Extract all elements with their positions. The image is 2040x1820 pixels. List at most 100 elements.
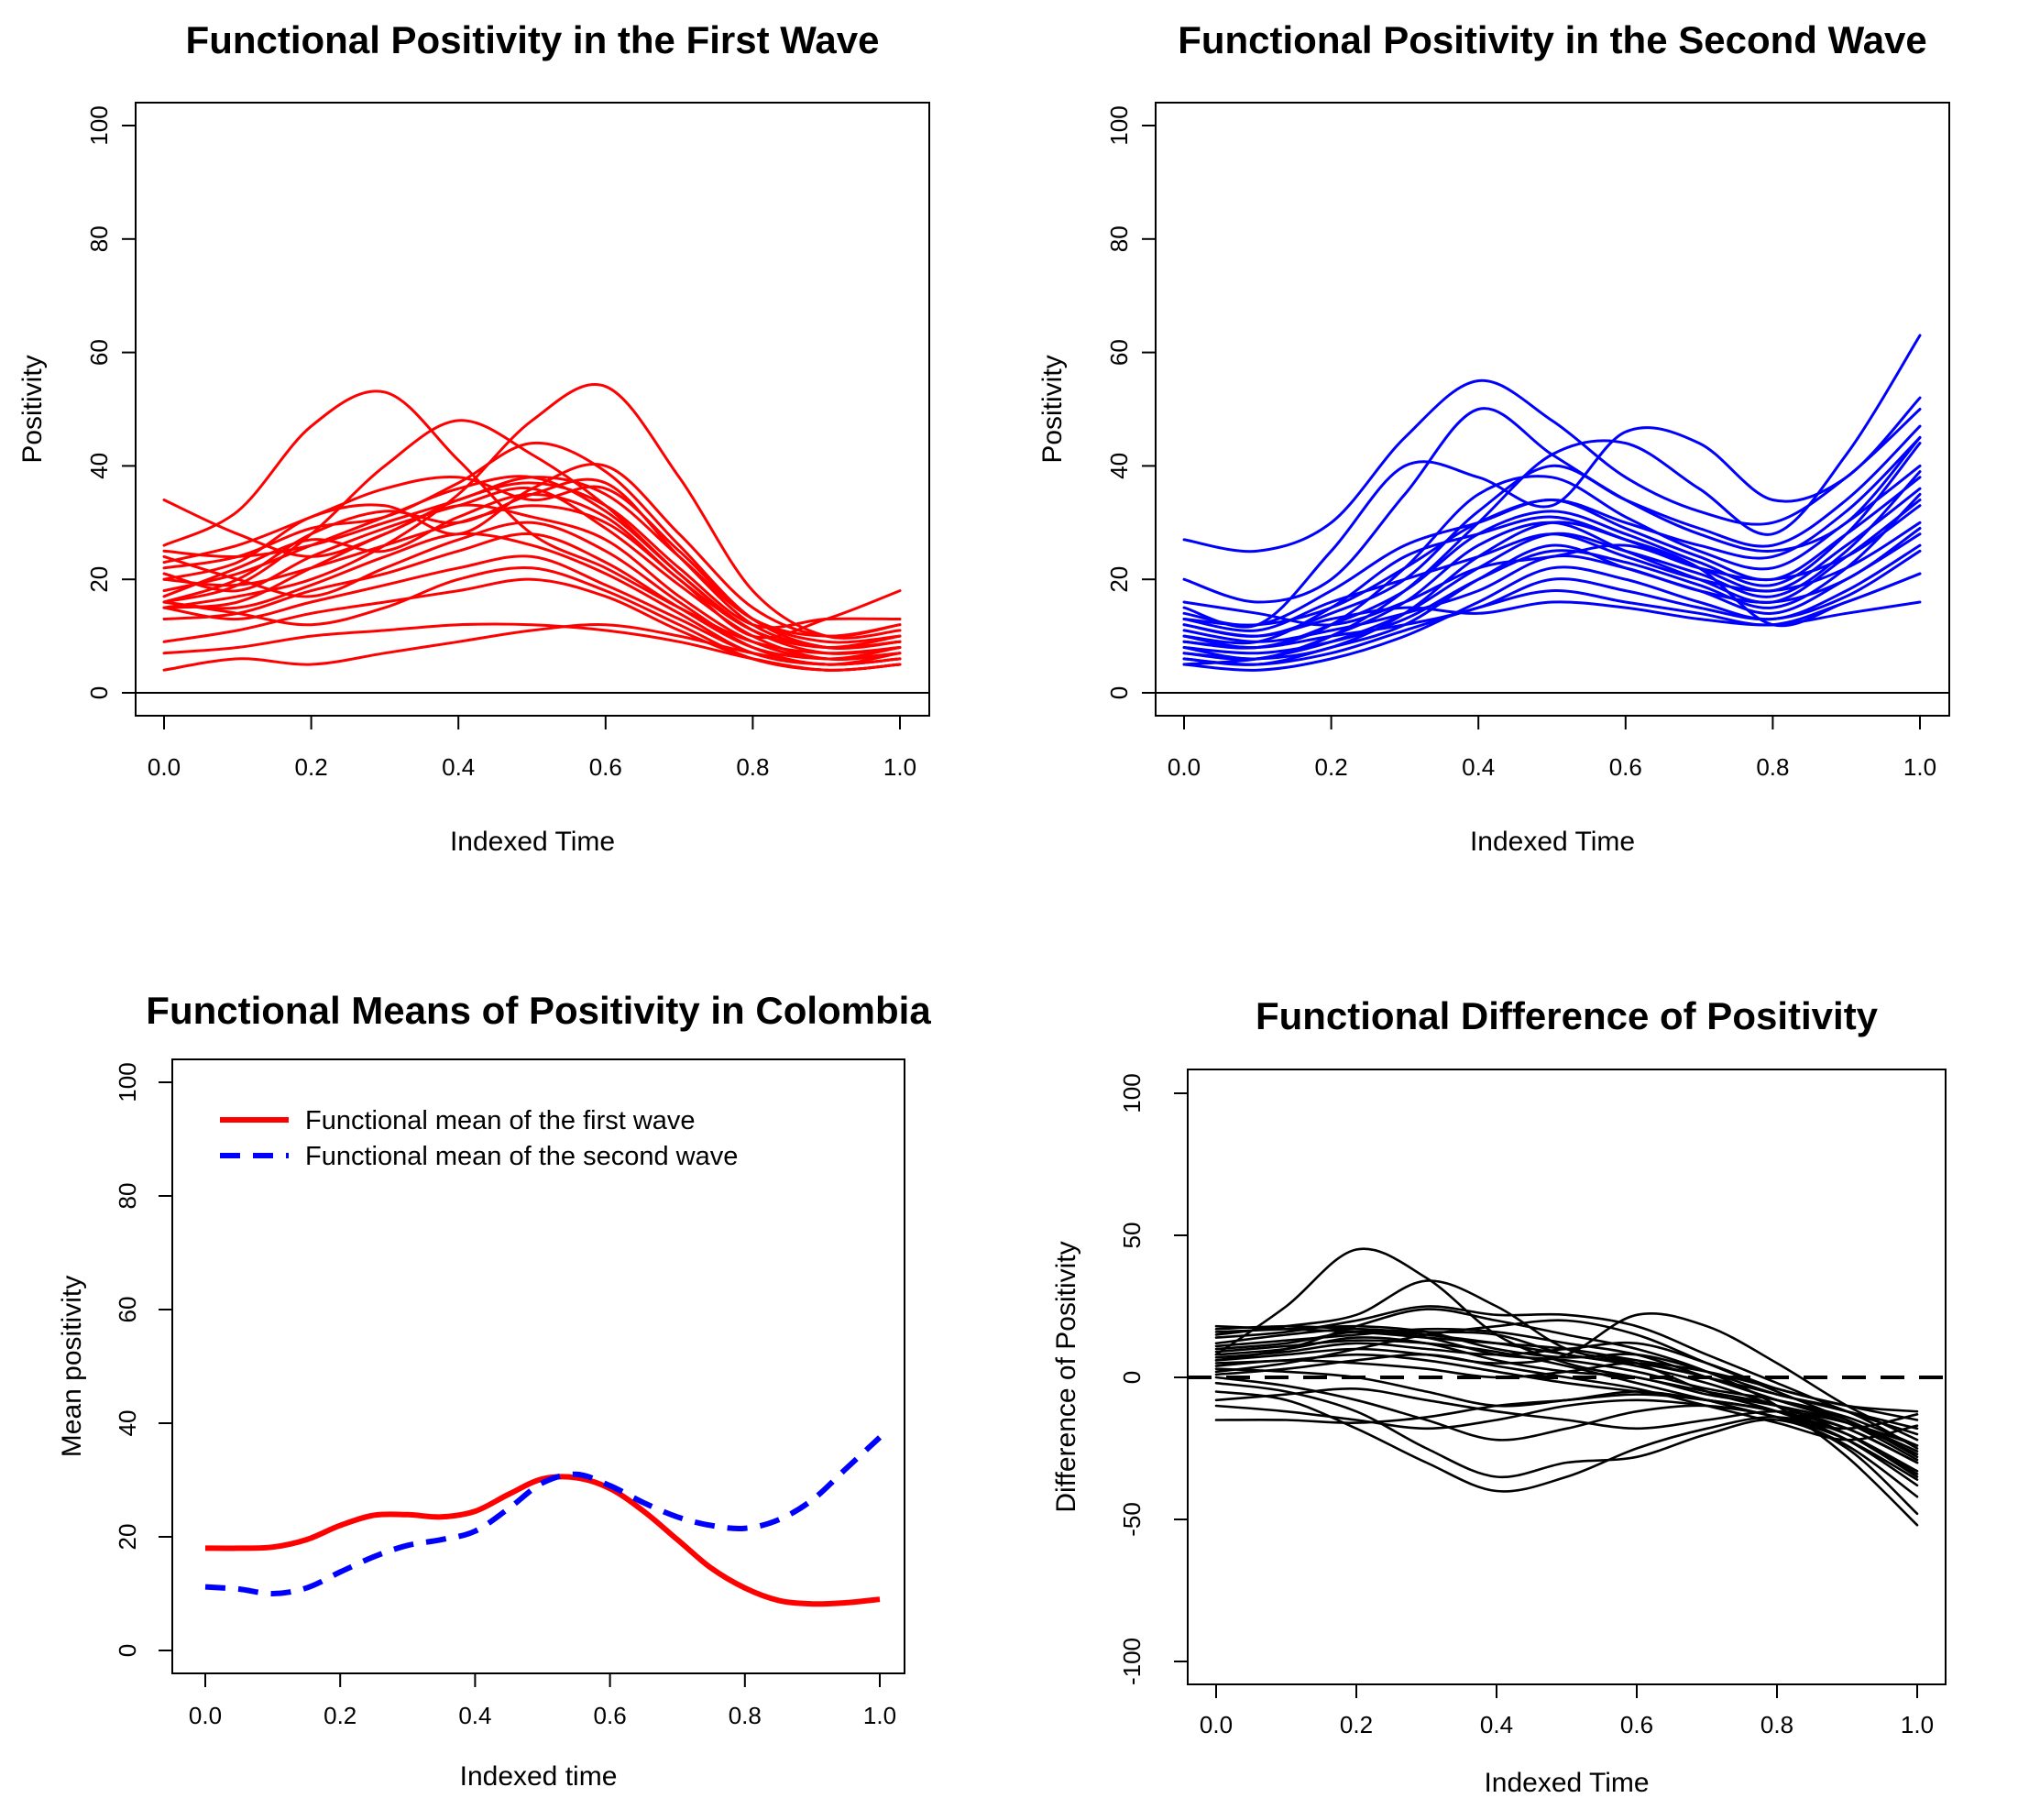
y-tick-label: 80	[1105, 225, 1133, 252]
series-line	[162, 487, 902, 662]
series-line	[162, 504, 902, 640]
series-line	[1214, 1330, 1919, 1447]
x-tick-label: 0.8	[729, 1702, 762, 1729]
y-tick-label: 100	[85, 105, 113, 145]
x-tick-label: 0.4	[1462, 753, 1495, 781]
series-line	[162, 383, 902, 640]
x-tick-label: 0.2	[1315, 753, 1348, 781]
x-tick-label: 1.0	[883, 753, 916, 781]
series-line	[162, 503, 902, 661]
series-line	[162, 441, 902, 651]
series-line	[1182, 378, 1922, 554]
panel-means: Functional Means of Positivity in Colomb…	[0, 910, 1020, 1820]
series-line	[162, 521, 902, 666]
series-line	[1214, 1353, 1919, 1442]
x-tick-label: 1.0	[1901, 1711, 1934, 1738]
series-line	[162, 565, 902, 672]
curves-group	[1188, 1247, 1946, 1527]
x-tick-label: 0.0	[148, 753, 181, 781]
y-tick-label: 100	[1105, 105, 1133, 145]
y-tick-label: 60	[114, 1297, 141, 1323]
y-tick-label: 100	[1118, 1073, 1146, 1113]
x-axis-label: Indexed Time	[450, 827, 615, 857]
x-tick-label: 0.8	[736, 753, 769, 781]
x-axis-label: Indexed Time	[1484, 1768, 1649, 1798]
x-tick-label: 1.0	[863, 1702, 896, 1729]
y-tick-label: 60	[85, 339, 113, 366]
series-line	[1214, 1387, 1919, 1447]
y-tick-label: -100	[1118, 1638, 1146, 1685]
series-line	[1182, 442, 1922, 650]
series-line	[1182, 424, 1922, 638]
legend: Functional mean of the first wave Functio…	[220, 1106, 738, 1171]
series-line	[1182, 521, 1922, 661]
y-axis-label: Difference of Positivity	[1051, 1241, 1081, 1512]
y-tick-label: 80	[85, 225, 113, 252]
x-tick-label: 0.6	[594, 1702, 627, 1729]
series-line	[162, 623, 902, 672]
y-tick-label: 40	[1105, 453, 1133, 479]
chart-difference: Functional Difference of Positivity 0.0 0.…	[1051, 994, 1947, 1798]
x-tick-label: 0.0	[1200, 1711, 1233, 1738]
x-tick-label: 0.2	[324, 1702, 356, 1729]
series-line	[162, 532, 902, 661]
y-axis-label: Mean positivity	[57, 1276, 87, 1457]
mean-line-dashed	[204, 1435, 883, 1597]
x-tick-label: 0.8	[1760, 1711, 1793, 1738]
x-tick-label: 0.0	[189, 1702, 222, 1729]
legend-label: Functional mean of the first wave	[305, 1106, 696, 1135]
panel-second-wave: Functional Positivity in the Second Wave…	[1020, 0, 2040, 910]
y-tick-label: 0	[85, 686, 113, 699]
y-tick-label: 50	[1118, 1222, 1146, 1249]
series-line	[1214, 1319, 1919, 1453]
y-tick-label: -50	[1118, 1502, 1146, 1537]
plot-box	[171, 1058, 905, 1674]
x-tick-label: 0.4	[442, 753, 475, 781]
x-tick-label: 0.6	[1620, 1711, 1653, 1738]
y-tick-label: 0	[1118, 1371, 1146, 1384]
plot-box	[1187, 1069, 1947, 1685]
x-tick-label: 0.4	[1480, 1711, 1513, 1738]
series-line	[1182, 396, 1922, 629]
series-line	[1182, 532, 1922, 666]
series-line	[1214, 1308, 1919, 1527]
y-tick-label: 60	[1105, 339, 1133, 366]
x-tick-label: 0.2	[1340, 1711, 1373, 1738]
y-tick-label: 40	[85, 453, 113, 479]
y-tick-label: 40	[114, 1410, 141, 1437]
series-line	[162, 492, 902, 650]
x-tick-label: 0.6	[589, 753, 622, 781]
chart-title: Functional Means of Positivity in Colomb…	[146, 989, 931, 1032]
chart-first-wave: Functional Positivity in the First Wave 0…	[17, 18, 930, 857]
series-line	[1214, 1247, 1919, 1478]
y-tick-label: 20	[85, 566, 113, 593]
series-line	[1182, 572, 1922, 666]
curves-group	[1156, 334, 1949, 694]
y-tick-label: 20	[114, 1524, 141, 1551]
series-line	[1214, 1305, 1919, 1436]
y-axis-label: Positivity	[17, 355, 48, 463]
x-tick-label: 1.0	[1903, 753, 1936, 781]
series-line	[1214, 1327, 1919, 1462]
curves-group	[136, 383, 929, 694]
x-axis-label: Indexed time	[460, 1761, 618, 1792]
series-line	[1214, 1339, 1919, 1431]
series-line	[1214, 1393, 1919, 1464]
series-line	[1214, 1311, 1919, 1442]
x-tick-label: 0.2	[295, 753, 328, 781]
y-axis-label: Positivity	[1037, 355, 1068, 463]
mean-line-solid	[204, 1474, 881, 1607]
y-tick-label: 100	[114, 1062, 141, 1102]
y-tick-label: 20	[1105, 566, 1133, 593]
y-tick-label: 0	[114, 1644, 141, 1657]
chart-title: Functional Positivity in the First Wave	[186, 18, 880, 61]
x-tick-label: 0.6	[1609, 753, 1642, 781]
x-axis-label: Indexed Time	[1470, 827, 1635, 857]
x-tick-label: 0.0	[1168, 753, 1201, 781]
chart-means: Functional Means of Positivity in Colomb…	[57, 989, 931, 1792]
series-line	[162, 554, 902, 666]
series-line	[1182, 487, 1922, 645]
x-tick-label: 0.4	[458, 1702, 491, 1729]
series-line	[1214, 1324, 1919, 1413]
